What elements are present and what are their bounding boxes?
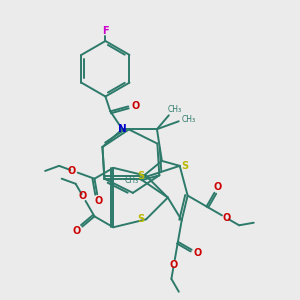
Text: CH₃: CH₃ bbox=[168, 105, 182, 114]
Text: O: O bbox=[79, 191, 87, 201]
Text: CH₃: CH₃ bbox=[182, 115, 196, 124]
Text: CH₃: CH₃ bbox=[124, 176, 139, 185]
Text: O: O bbox=[131, 101, 139, 111]
Text: F: F bbox=[102, 26, 109, 36]
Text: S: S bbox=[137, 214, 145, 224]
Text: O: O bbox=[194, 248, 202, 258]
Text: O: O bbox=[223, 213, 231, 224]
Text: S: S bbox=[181, 161, 188, 171]
Text: O: O bbox=[170, 260, 178, 270]
Text: N: N bbox=[118, 124, 127, 134]
Text: O: O bbox=[214, 182, 222, 192]
Text: O: O bbox=[94, 196, 103, 206]
Text: O: O bbox=[73, 226, 81, 236]
Text: O: O bbox=[68, 166, 76, 176]
Text: S: S bbox=[137, 171, 145, 181]
